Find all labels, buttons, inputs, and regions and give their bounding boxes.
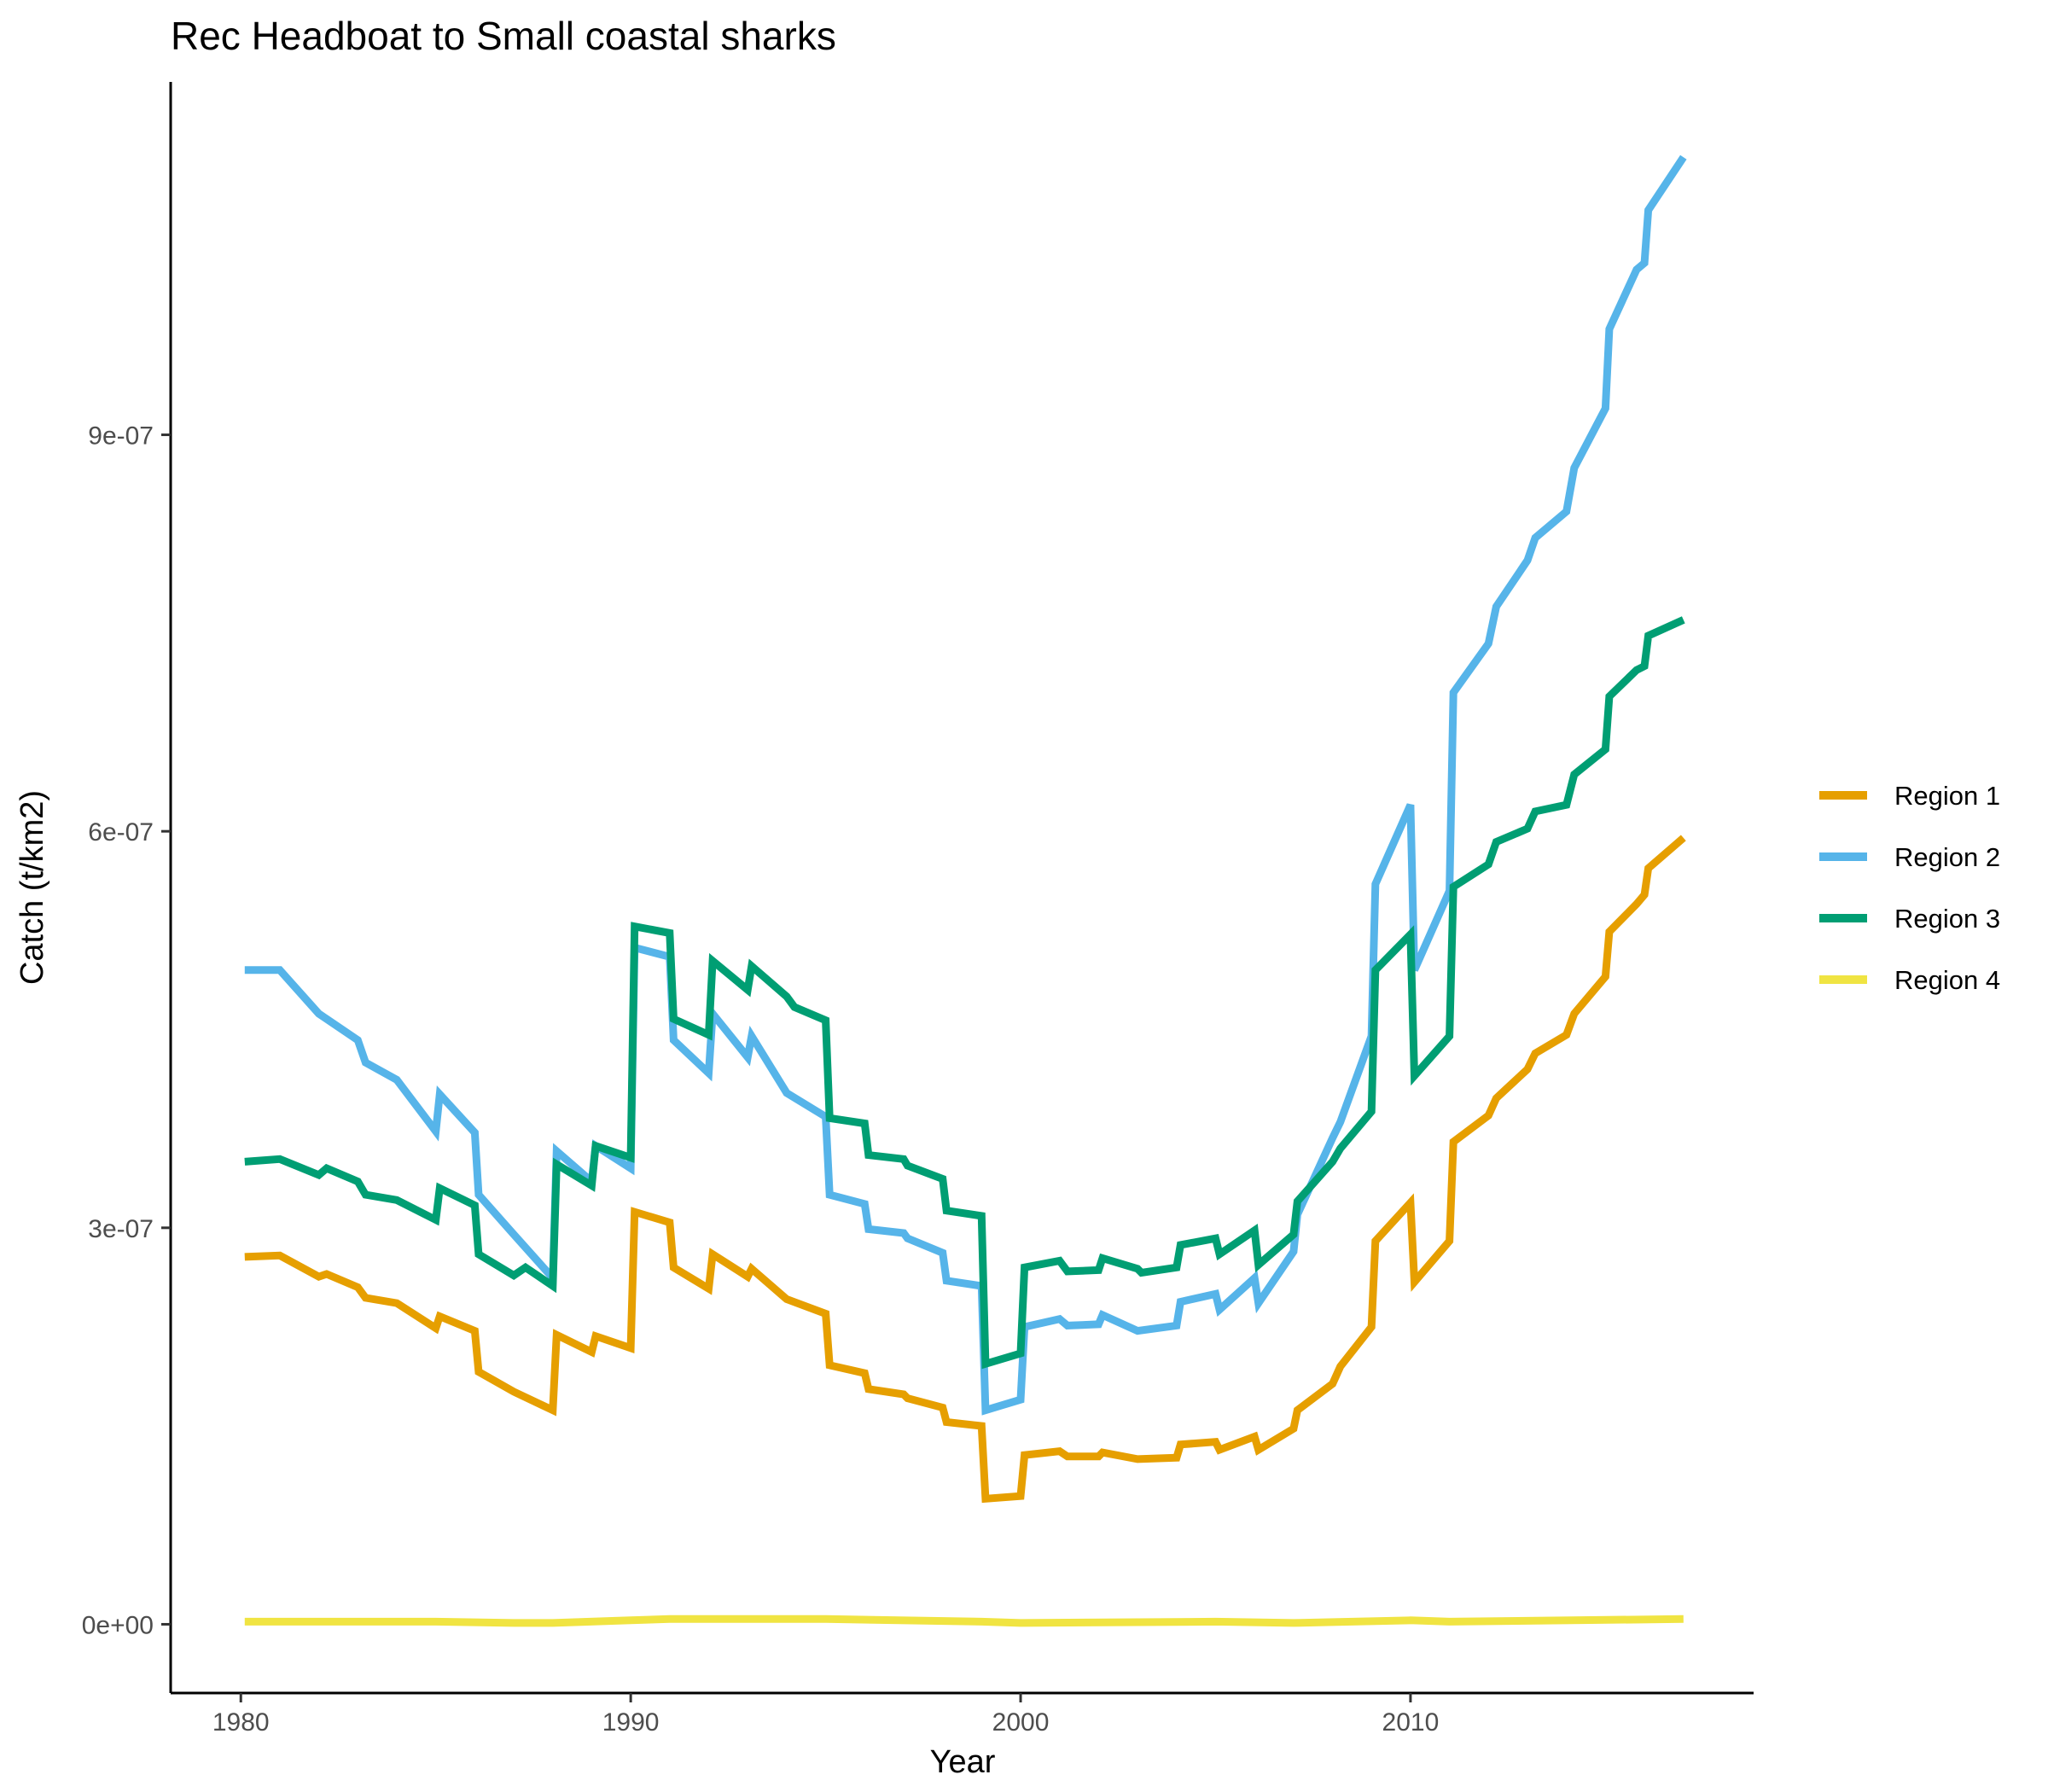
x-axis-ticks: 1980 1990 2000 2010 (212, 1693, 1439, 1737)
y-axis-title: Catch (t/km2) (15, 790, 50, 985)
x-axis-title: Year (930, 1744, 996, 1780)
series-line-region-1 (244, 835, 1686, 1504)
x-tick-label: 2010 (1382, 1708, 1440, 1737)
x-tick-label: 1990 (602, 1708, 660, 1737)
y-tick-label: 0e+00 (82, 1611, 154, 1639)
chart-title: Rec Headboat to Small coastal sharks (171, 14, 836, 58)
legend-label-region-2: Region 2 (1894, 842, 2000, 872)
plot-area (244, 154, 1687, 1627)
y-tick-label: 6e-07 (88, 818, 154, 847)
y-tick-label: 9e-07 (88, 422, 154, 451)
x-tick-label: 2000 (992, 1708, 1050, 1737)
series-line-region-3 (244, 616, 1685, 1370)
y-tick-label: 3e-07 (88, 1215, 154, 1243)
legend-label-region-1: Region 1 (1894, 781, 2000, 811)
legend-label-region-3: Region 3 (1894, 904, 2000, 934)
series-line-region-2 (244, 154, 1687, 1416)
x-tick-label: 1980 (212, 1708, 270, 1737)
legend-label-region-4: Region 4 (1894, 965, 2000, 995)
legend: Region 1 Region 2 Region 3 Region 4 (1819, 781, 2000, 995)
series-line-region-4 (244, 1615, 1684, 1627)
y-axis-ticks: 0e+00 3e-07 6e-07 9e-07 (82, 422, 171, 1639)
